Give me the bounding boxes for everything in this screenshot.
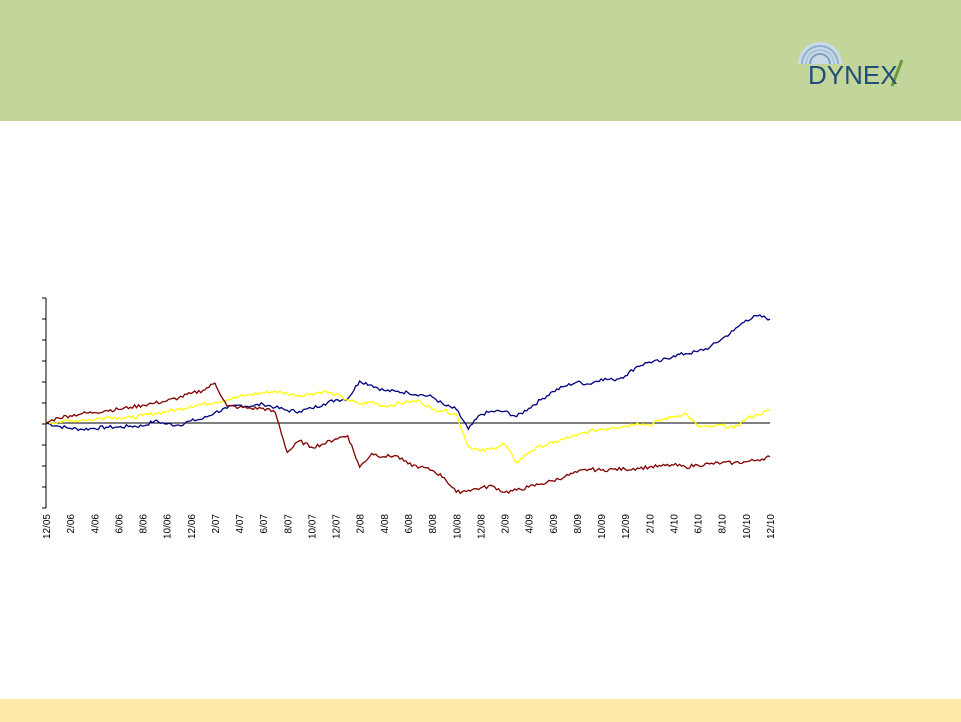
x-tick-label: 10/10	[742, 514, 753, 539]
x-tick-label: 10/09	[597, 514, 608, 539]
x-tick-label: 4/08	[380, 514, 391, 534]
footer-band	[0, 699, 961, 722]
x-tick-label: 2/09	[501, 514, 512, 534]
series-line-2	[45, 389, 771, 464]
x-tick-label: 6/06	[114, 514, 125, 534]
x-tick-label: 12/05	[42, 514, 53, 539]
x-tick-label: 8/10	[718, 514, 729, 534]
x-tick-label: 4/09	[525, 514, 536, 534]
logo-text: DYNEX	[808, 60, 898, 90]
logo-dome-icon	[798, 42, 904, 87]
x-tick-label: 8/07	[283, 514, 294, 534]
x-tick-label: 12/06	[187, 514, 198, 539]
x-tick-label: 8/08	[428, 514, 439, 534]
x-tick-label: 2/08	[356, 514, 367, 534]
x-tick-label: 12/10	[766, 514, 777, 539]
line-chart: 12/05 2/06 4/06 6/06 8/06 10/06 12/06 2/07 4/07 6…	[42, 297, 777, 539]
x-tick-label: 4/06	[90, 514, 101, 534]
series-line-3	[45, 382, 771, 495]
x-tick-label: 10/08	[452, 514, 463, 539]
x-tick-label: 10/07	[308, 514, 319, 539]
dynex-logo: DYNEX	[790, 34, 920, 94]
series-line-1	[45, 314, 771, 432]
x-tick-label: 6/07	[259, 514, 270, 534]
x-tick-label: 6/09	[549, 514, 560, 534]
header-band: DYNEX	[0, 0, 961, 121]
x-tick-label: 8/06	[139, 514, 150, 534]
x-tick-label: 6/10	[694, 514, 705, 534]
x-tick-label: 2/10	[645, 514, 656, 534]
x-tick-label: 6/08	[404, 514, 415, 534]
x-tick-label: 12/08	[476, 514, 487, 539]
x-tick-label: 4/10	[670, 514, 681, 534]
x-tick-label: 2/07	[211, 514, 222, 534]
x-tick-label: 12/09	[621, 514, 632, 539]
x-tick-label: 8/09	[573, 514, 584, 534]
x-tick-label: 4/07	[235, 514, 246, 534]
x-tick-label: 12/07	[332, 514, 343, 539]
x-tick-label: 2/06	[66, 514, 77, 534]
x-tick-label: 10/06	[163, 514, 174, 539]
